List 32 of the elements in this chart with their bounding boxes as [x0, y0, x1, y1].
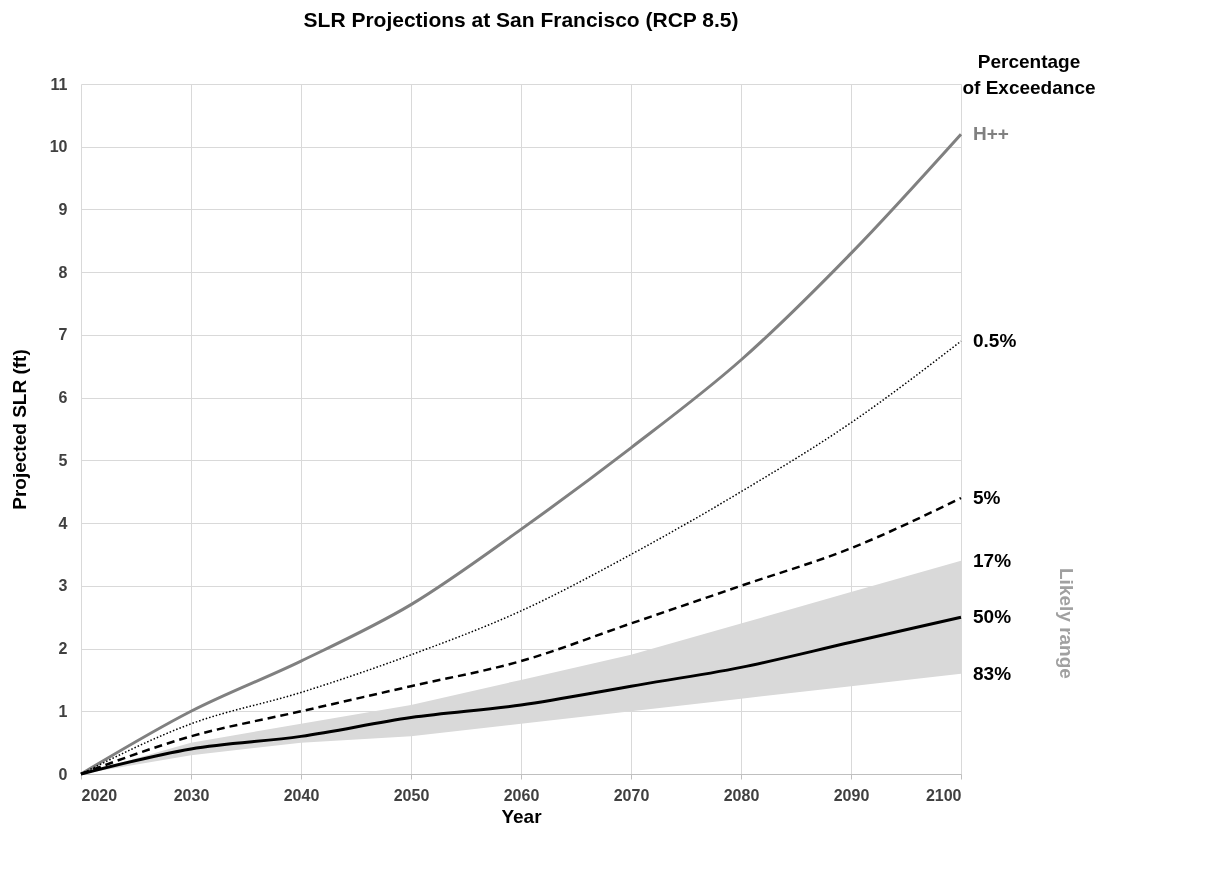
x-tick-label: 2050 [393, 786, 430, 804]
x-tick-label: 2030 [173, 786, 210, 804]
y-tick-label: 10 [49, 138, 68, 156]
y-tick-label: 2 [58, 640, 68, 658]
y-tick-label: 1 [58, 702, 68, 720]
y-tick-label: 5 [58, 451, 68, 469]
x-tick-label: 2060 [503, 786, 540, 804]
x-tick-label: 2020 [81, 786, 118, 804]
legend-title: Percentage of Exceedance [962, 51, 1096, 98]
y-tick-label: 4 [58, 514, 68, 532]
chart-title: SLR Projections at San Francisco (RCP 8.5) [303, 8, 739, 31]
y-tick-label: 7 [58, 326, 68, 344]
y-tick-label: 6 [58, 389, 68, 407]
y-tick-label: 0 [58, 765, 68, 783]
x-tick-label: 2090 [833, 786, 870, 804]
y-axis-title: Projected SLR (ft) [8, 349, 30, 510]
annotation: 17% [973, 549, 1012, 571]
x-tick-label: 2070 [613, 786, 650, 804]
series-label: 0.5% [973, 330, 1017, 352]
x-axis-title: Year [501, 805, 543, 827]
x-tick-label: 2040 [283, 786, 320, 804]
series-label: 50% [973, 606, 1012, 628]
y-tick-label: 3 [58, 577, 68, 595]
y-tick-label: 11 [50, 75, 68, 93]
series-label: H++ [973, 123, 1009, 145]
annotation: 83% [973, 662, 1012, 684]
x-tick-label: 2100 [925, 786, 962, 804]
y-tick-label: 9 [58, 200, 68, 218]
text: Likely range [1056, 568, 1077, 679]
y-tick-label: 8 [58, 263, 68, 281]
series-label: 5% [973, 487, 1001, 508]
x-tick-label: 2080 [723, 786, 760, 804]
